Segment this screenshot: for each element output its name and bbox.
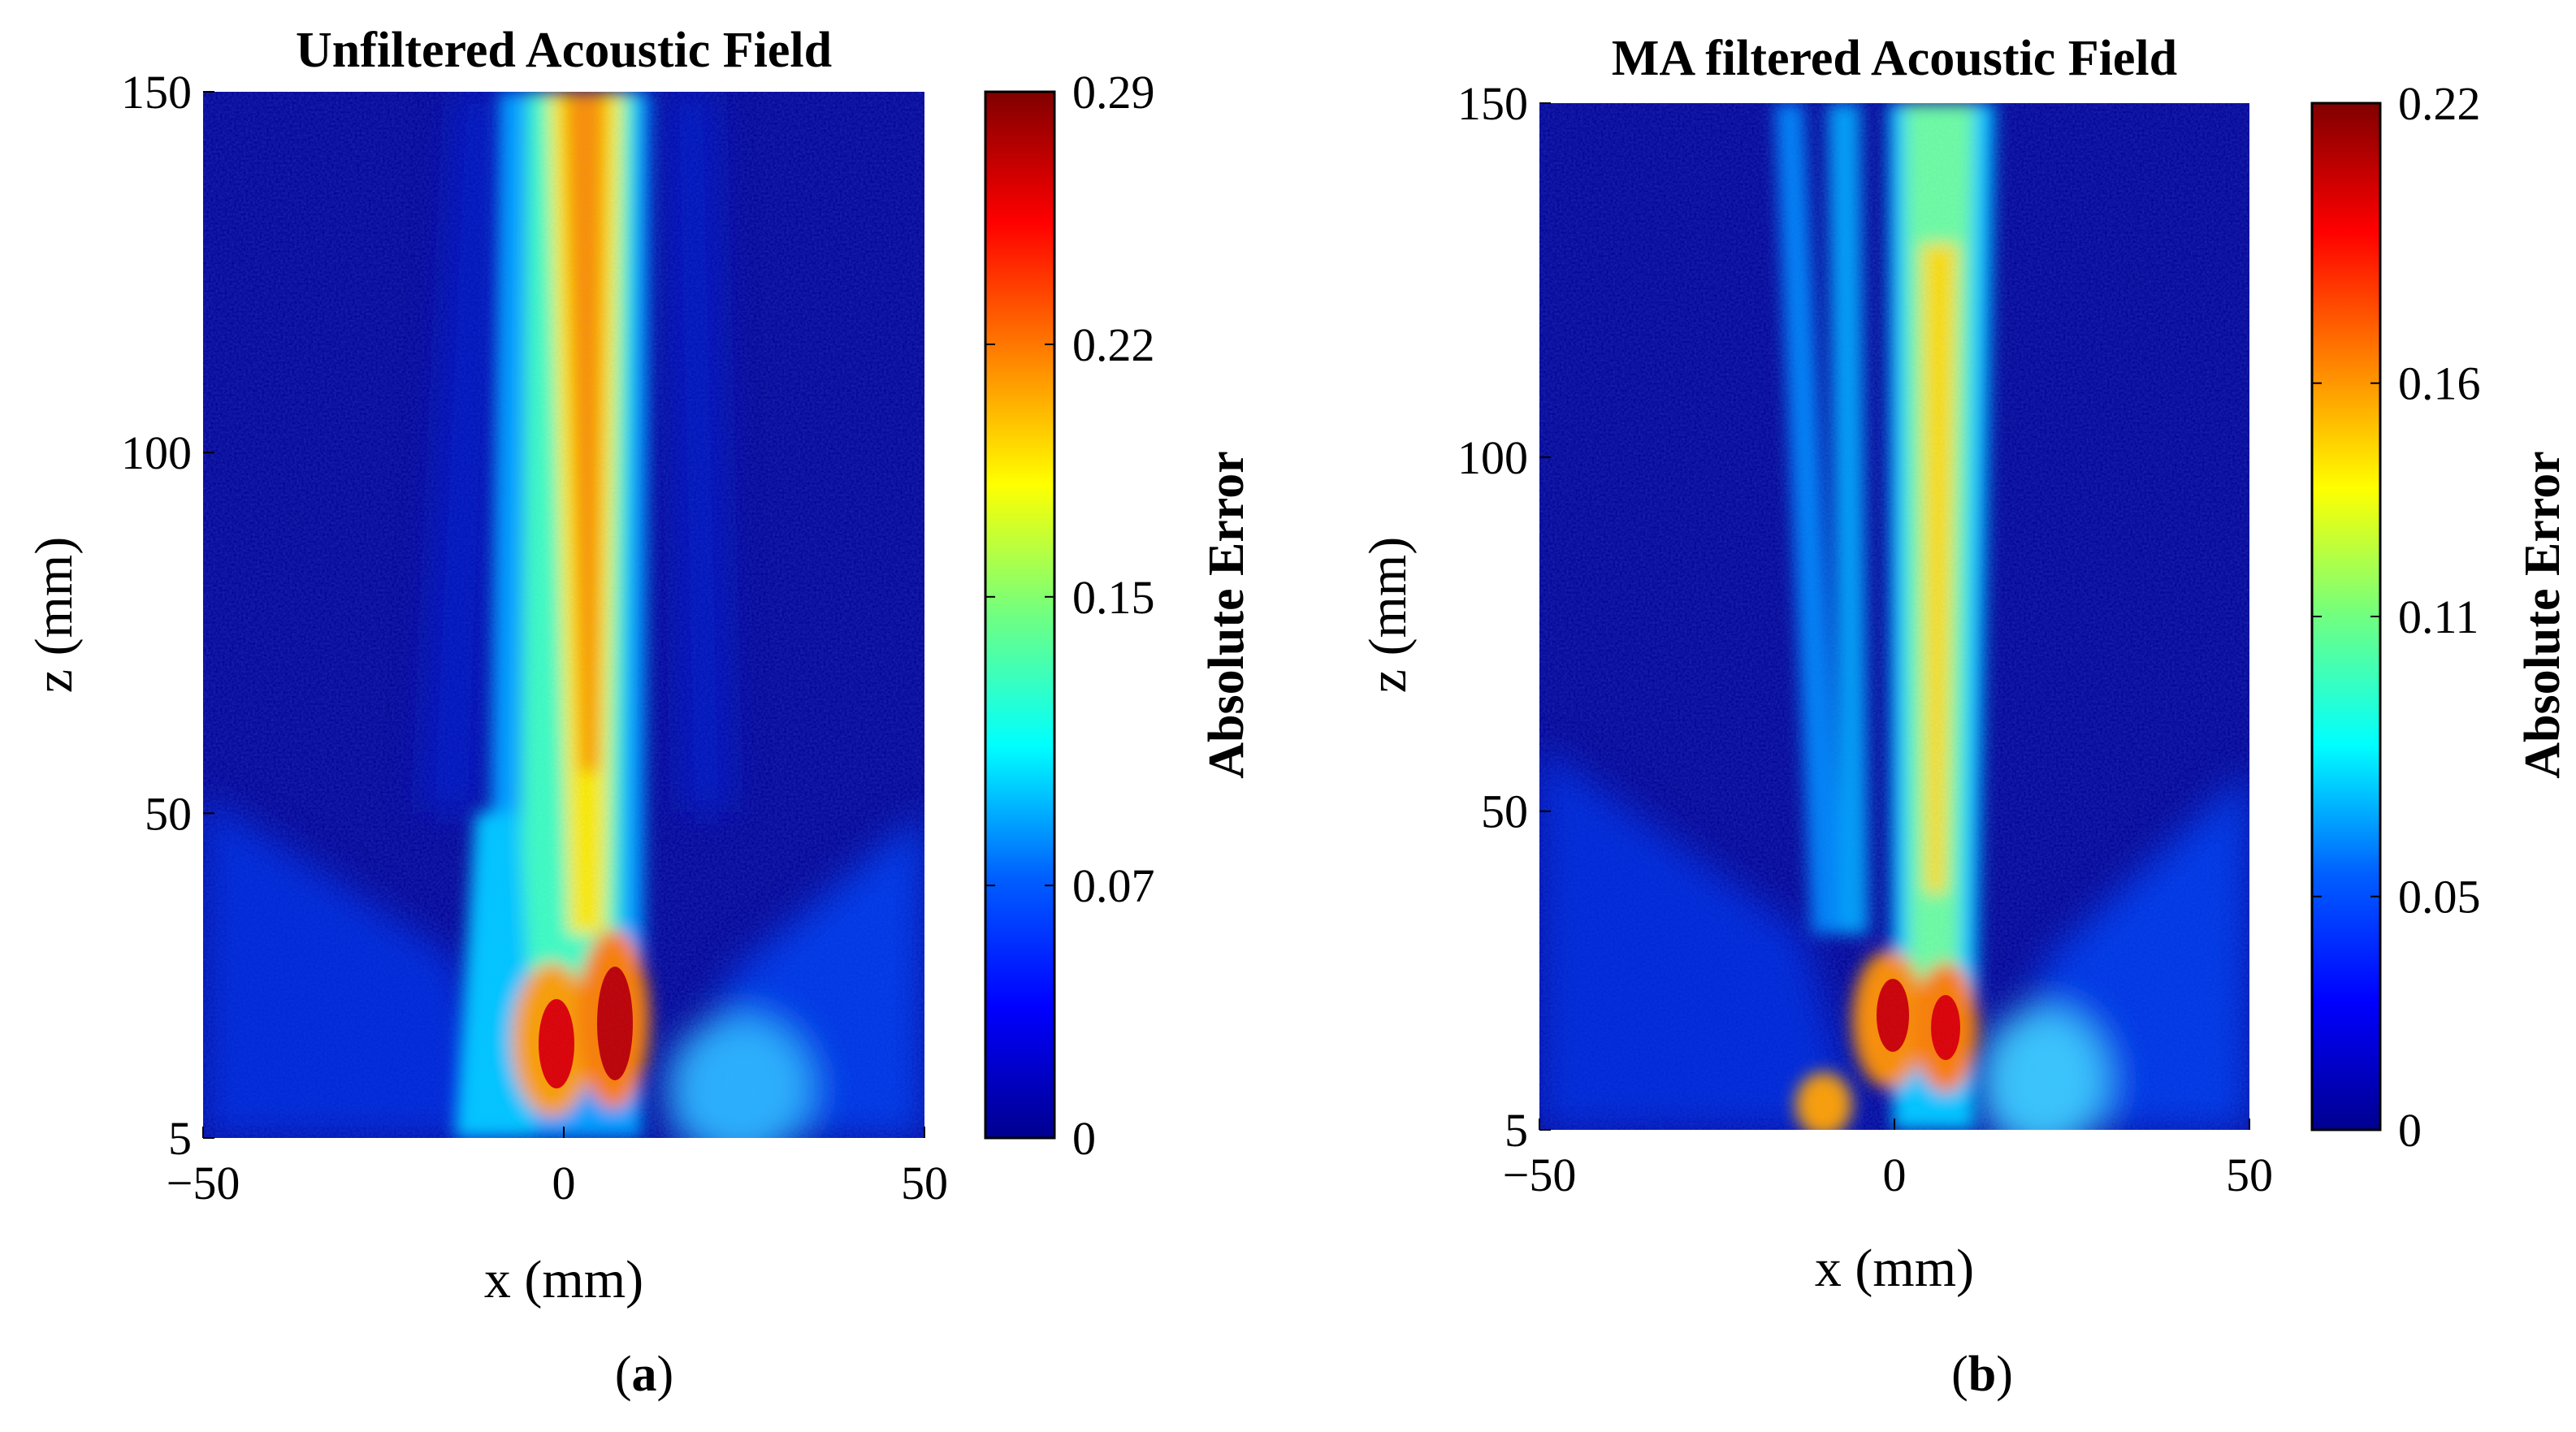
y-tick-label: 100 — [1457, 431, 1528, 484]
panel-b-ylabel: z (mm) — [1358, 537, 1418, 693]
panel-b-title: MA filtered Acoustic Field — [1612, 31, 2177, 86]
panel-a: Unfiltered Acoustic Field — [24, 23, 1254, 1402]
panel-b-caption: (b) — [1951, 1347, 2013, 1402]
colorbar-tick-label: 0 — [1072, 1112, 1096, 1165]
panel-a-heatmap — [203, 92, 924, 1138]
x-tick-label: 50 — [2226, 1149, 2273, 1201]
y-tick-label: 150 — [121, 66, 192, 119]
panel-a-caption: (a) — [615, 1347, 673, 1402]
x-tick-label: 0 — [1883, 1149, 1907, 1201]
colorbar-tick-label: 0 — [2398, 1104, 2422, 1157]
panel-b-axes: −50 0 50 5 50 100 150 — [1457, 77, 2273, 1201]
panel-a-colorbar-ticks: 0 0.07 0.15 0.22 0.29 — [985, 66, 1155, 1165]
panel-a-xlabel: x (mm) — [484, 1250, 643, 1309]
x-tick-label: 0 — [552, 1157, 576, 1209]
x-tick-label: −50 — [1503, 1149, 1577, 1201]
panel-b-heatmap — [1539, 103, 2249, 1130]
x-tick-label: −50 — [167, 1157, 240, 1209]
colorbar-tick-label: 0.22 — [1072, 318, 1155, 371]
panel-a-title: Unfiltered Acoustic Field — [296, 23, 832, 78]
y-tick-label: 50 — [1481, 785, 1528, 838]
colorbar-tick-label: 0.16 — [2398, 357, 2481, 410]
panel-b-xlabel: x (mm) — [1815, 1239, 1974, 1298]
y-tick-label: 5 — [1504, 1104, 1528, 1157]
panel-a-speckle-top — [203, 92, 924, 1138]
panel-b-colorbar — [2310, 102, 2382, 1131]
panel-a-ylabel: z (mm) — [24, 537, 84, 693]
y-tick-label: 50 — [145, 787, 192, 840]
panel-a-caption-letter: a — [632, 1347, 657, 1402]
panel-a-colorbar — [984, 90, 1056, 1140]
x-tick-label: 50 — [901, 1157, 948, 1209]
colorbar-tick-label: 0.29 — [1072, 66, 1155, 119]
panel-b-colorbar-ticks: 0 0.05 0.11 0.16 0.22 — [2312, 77, 2481, 1157]
panel-a-colorbar-label: Absolute Error — [1199, 451, 1254, 779]
y-tick-label: 150 — [1457, 77, 1528, 130]
panel-b: MA filtered Acoustic Field — [1358, 31, 2570, 1402]
colorbar-tick-label: 0.15 — [1072, 571, 1155, 624]
panel-b-caption-letter: b — [1968, 1347, 1996, 1402]
panel-b-speckle-top — [1539, 103, 2249, 1130]
y-tick-label: 5 — [168, 1112, 192, 1165]
colorbar-tick-label: 0.05 — [2398, 871, 2481, 924]
colorbar-tick-label: 0.22 — [2398, 77, 2481, 130]
y-tick-label: 100 — [121, 426, 192, 479]
colorbar-tick-label: 0.11 — [2398, 591, 2479, 643]
panel-b-colorbar-label: Absolute Error — [2515, 451, 2570, 779]
colorbar-tick-label: 0.07 — [1072, 859, 1155, 912]
panel-a-axes: −50 0 50 5 50 100 150 — [121, 66, 948, 1209]
